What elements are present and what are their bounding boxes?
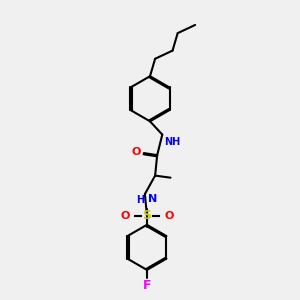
Text: N: N <box>148 194 157 204</box>
Text: H: H <box>136 195 144 205</box>
Text: NH: NH <box>164 137 181 147</box>
Text: F: F <box>143 279 151 292</box>
Text: S: S <box>142 209 152 222</box>
Text: O: O <box>120 211 130 220</box>
Text: O: O <box>164 211 174 220</box>
Text: O: O <box>131 147 141 157</box>
